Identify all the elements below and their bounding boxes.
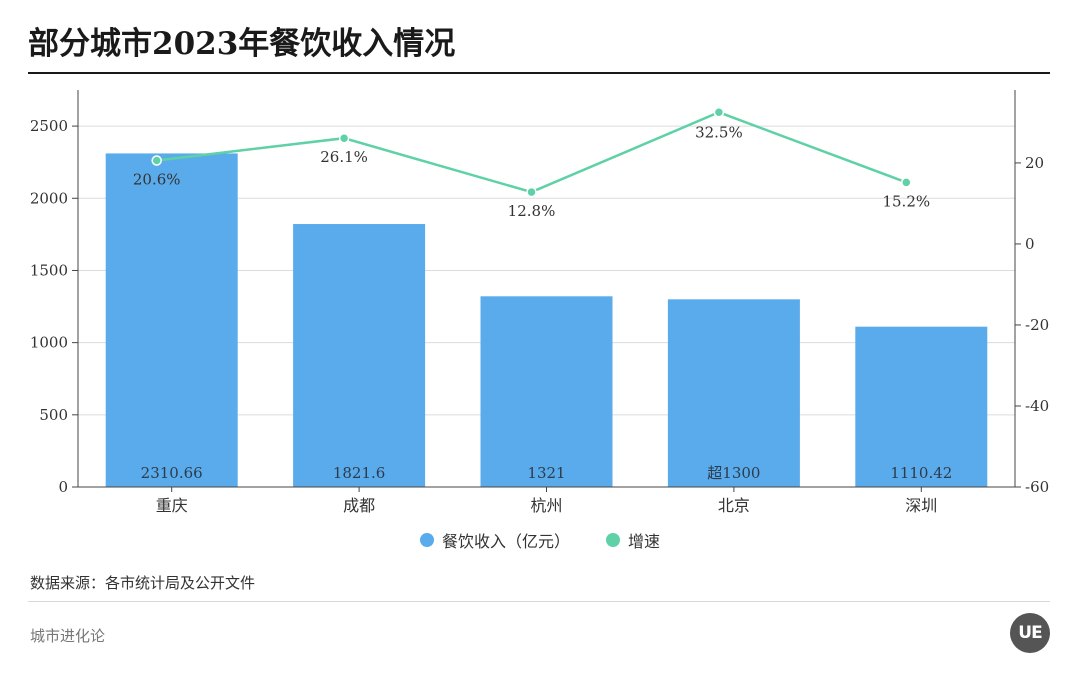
legend-swatch-bar (419, 533, 434, 547)
bar (105, 153, 238, 487)
legend-label-bar: 餐饮收入（亿元） (441, 532, 570, 551)
y-right-tick-label: -60 (1025, 478, 1049, 496)
bar-data-label: 超1300 (707, 464, 760, 482)
bar-data-label: 2310.66 (141, 464, 203, 482)
bar (293, 224, 426, 487)
bar-data-label: 1821.6 (333, 464, 386, 482)
bar (855, 326, 988, 487)
y-left-tick-label: 2500 (30, 117, 68, 135)
y-left-tick-label: 500 (39, 406, 68, 424)
brand-logo: UE (1010, 613, 1050, 653)
legend-item-bar[interactable]: 餐饮收入（亿元） (419, 528, 570, 552)
brand-name: 城市进化论 (30, 627, 106, 645)
footer-divider (28, 601, 1050, 602)
x-tick-label: 深圳 (905, 496, 937, 515)
growth-line (156, 110, 907, 194)
growth-data-label: 32.5% (695, 123, 743, 141)
growth-point (713, 107, 725, 118)
y-right-tick-label: -40 (1025, 397, 1049, 415)
bar (480, 296, 613, 487)
legend-item-line[interactable]: 增速 (606, 528, 660, 552)
x-tick-label: 杭州 (530, 496, 562, 515)
growth-point (151, 155, 162, 166)
y-left-tick-label: 0 (58, 478, 68, 496)
growth-data-label: 20.6% (133, 170, 181, 188)
x-tick-label: 北京 (718, 496, 750, 515)
bar (667, 299, 800, 487)
x-tick-label: 重庆 (156, 496, 188, 515)
y-right-tick-label: 0 (1025, 235, 1035, 253)
x-tick-label: 成都 (343, 496, 375, 515)
legend-swatch-line (606, 533, 620, 547)
y-left-tick-label: 1500 (30, 261, 68, 279)
title-divider (28, 72, 1050, 74)
growth-point (526, 186, 537, 198)
y-left-tick-label: 2000 (30, 189, 68, 207)
legend: 餐饮收入（亿元） 增速 (0, 528, 1080, 552)
y-right-tick-label: -20 (1025, 316, 1049, 334)
growth-point (338, 132, 350, 144)
bar-data-label: 1321 (527, 464, 565, 482)
data-source-note: 数据来源：各市统计局及公开文件 (30, 574, 256, 592)
bar-data-label: 1110.42 (890, 464, 952, 482)
combo-chart: 0 500 1000 1500 2000 2500 -60 -40 -20 0 20 2310.66 1… (30, 90, 1049, 515)
growth-data-label: 12.8% (508, 202, 556, 220)
y-right-tick-label: 20 (1025, 154, 1044, 172)
growth-data-label: 15.2% (882, 192, 930, 210)
y-left-tick-label: 1000 (30, 334, 68, 352)
growth-point (901, 177, 912, 188)
legend-label-line: 增速 (628, 532, 661, 551)
chart-title: 部分城市2023年餐饮收入情况 (28, 26, 456, 62)
growth-data-label: 26.1% (320, 148, 368, 166)
